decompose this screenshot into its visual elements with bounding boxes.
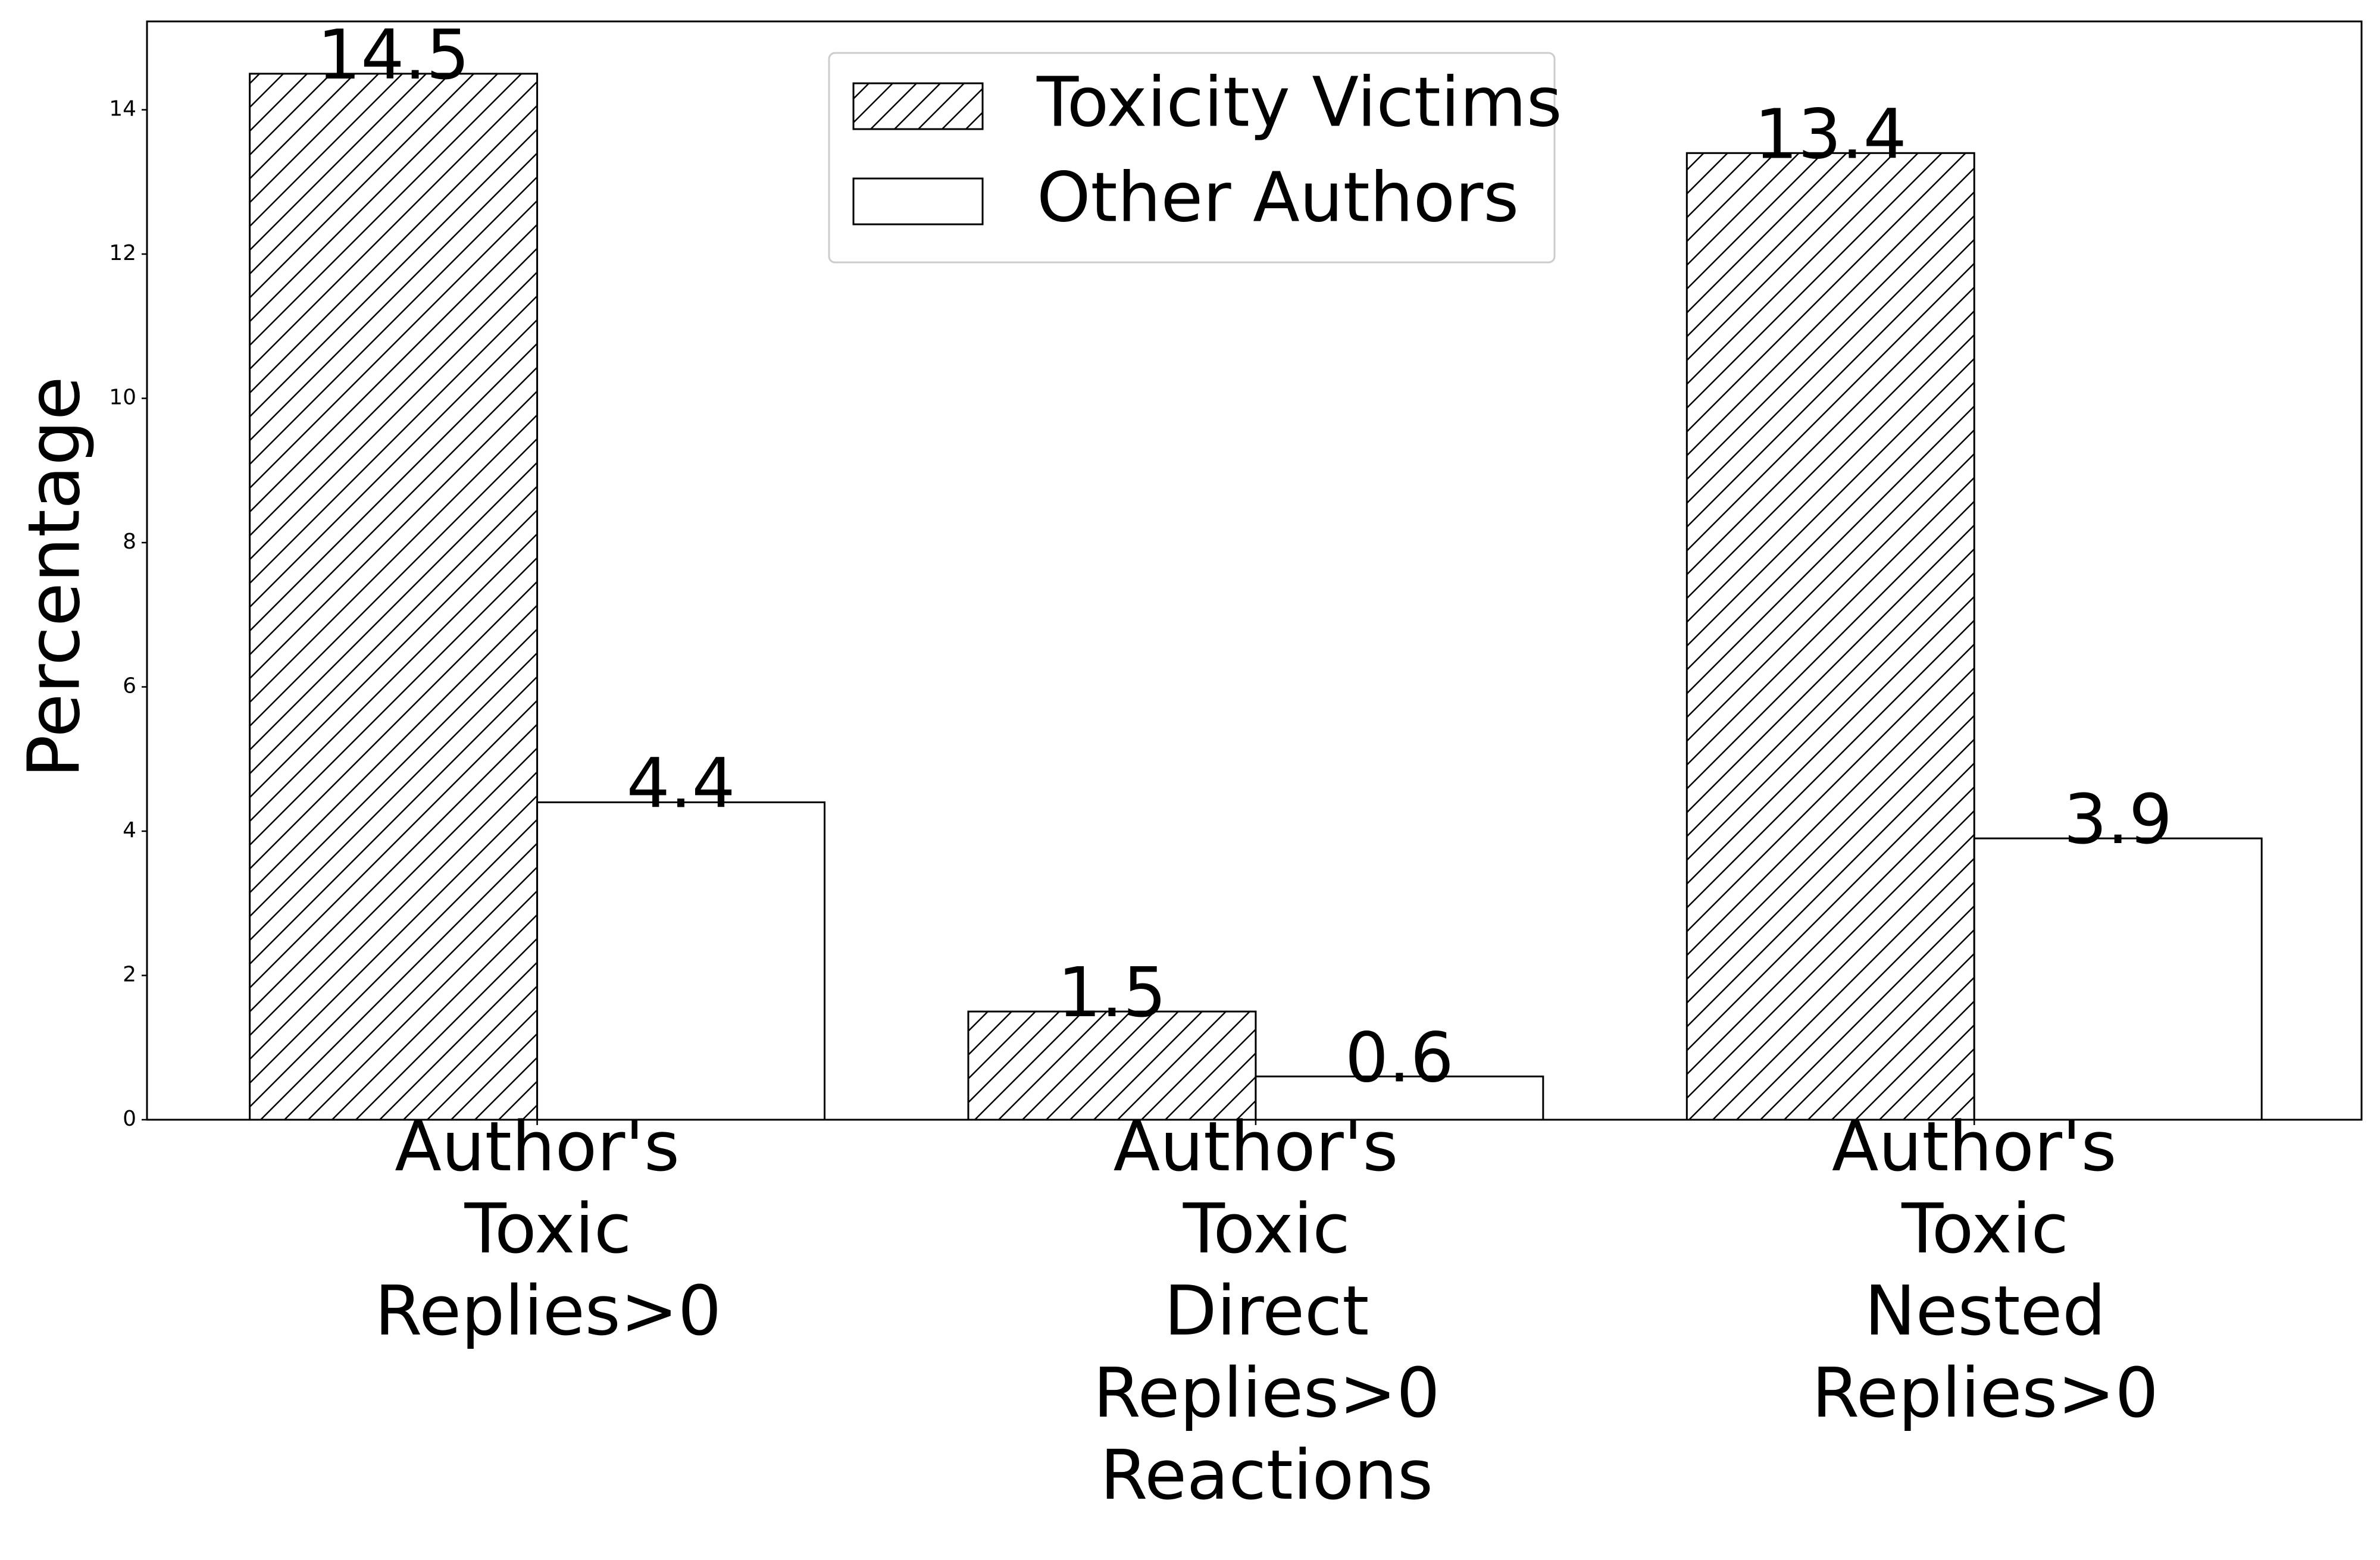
y-tick-label: 0 — [123, 1107, 136, 1131]
data-label: 13.4 — [1754, 95, 1907, 174]
x-tick-label: Author's Toxic Direct Replies>0 Reaction… — [1071, 1107, 1440, 1515]
y-tick-label: 6 — [123, 674, 136, 698]
y-tick-label: 14 — [109, 97, 136, 121]
y-axis-label: Percentage — [14, 376, 96, 778]
data-label: 3.9 — [2063, 780, 2172, 860]
y-tick-label: 12 — [109, 241, 136, 265]
plot-frame — [146, 20, 2363, 1121]
bar — [536, 801, 826, 1121]
y-tick-label: 2 — [123, 963, 136, 987]
bar — [967, 1010, 1257, 1121]
bar — [1973, 837, 2263, 1121]
legend-label: Toxicity Victims — [1036, 63, 1562, 143]
y-tick-label: 10 — [109, 386, 136, 410]
legend-label: Other Authors — [1037, 158, 1519, 238]
data-label: 4.4 — [627, 744, 736, 824]
legend: Toxicity Victims Other Authors — [828, 52, 1562, 264]
legend-frame — [828, 52, 1556, 264]
legend-swatch — [852, 177, 984, 225]
bar — [1685, 152, 1975, 1121]
y-tick-label: 4 — [123, 818, 136, 842]
bar — [249, 73, 539, 1121]
data-label: 1.5 — [1058, 953, 1166, 1033]
x-tick-label: Author's Toxic Replies>0 — [353, 1107, 721, 1351]
legend-swatch — [852, 82, 984, 130]
y-tick-label: 8 — [123, 530, 136, 554]
bar — [1255, 1075, 1544, 1121]
x-tick-label: Author's Toxic Nested Replies>0 — [1790, 1107, 2159, 1433]
data-label: 14.5 — [317, 15, 470, 95]
data-label: 0.6 — [1345, 1018, 1454, 1098]
